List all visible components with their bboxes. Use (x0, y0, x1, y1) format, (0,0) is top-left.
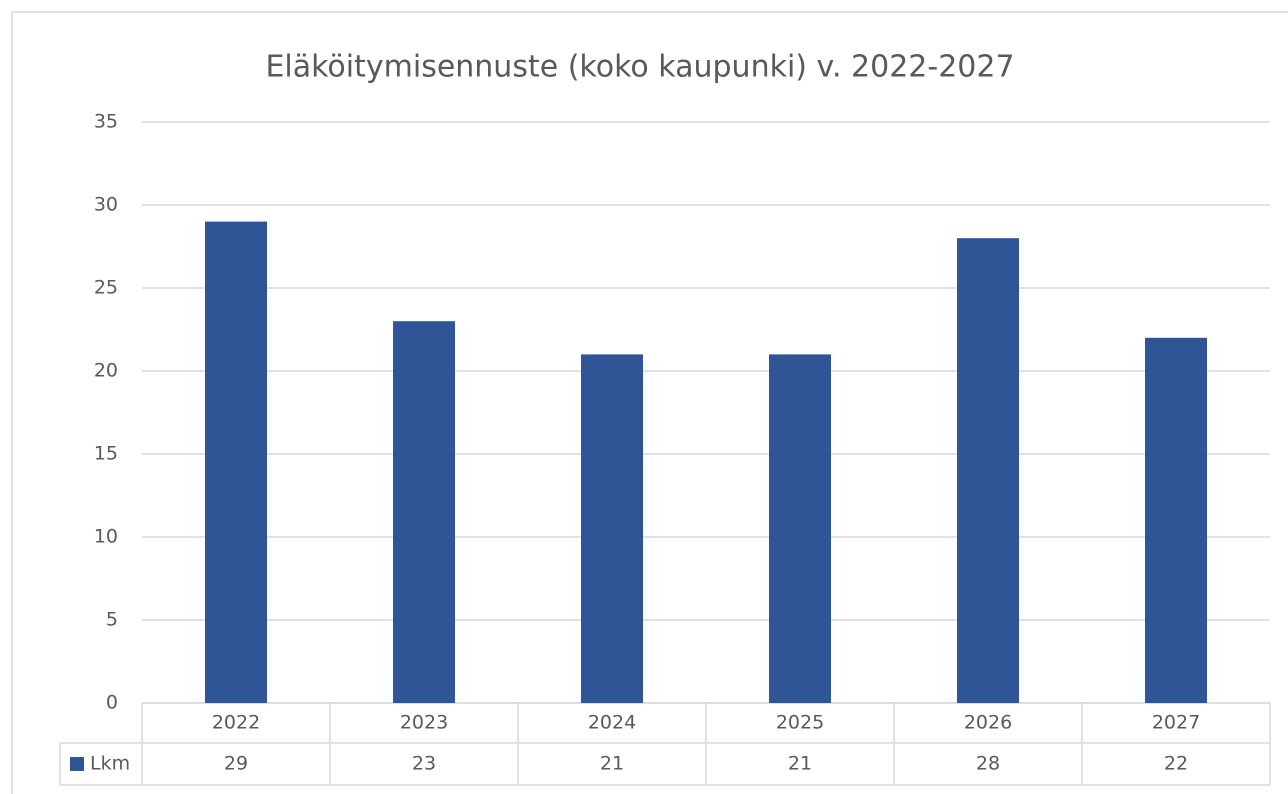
chart-frame (11, 11, 1288, 794)
table-value: 29 (224, 753, 248, 775)
bar (393, 321, 455, 703)
bar (581, 354, 643, 703)
bar (769, 354, 831, 703)
x-tick-label: 2025 (776, 712, 824, 734)
table-value: 22 (1164, 753, 1188, 775)
legend-key (70, 757, 84, 771)
y-tick-label: 25 (94, 277, 118, 299)
x-tick-label: 2027 (1152, 712, 1200, 734)
y-tick-label: 10 (94, 526, 118, 548)
y-tick-label: 20 (94, 360, 118, 382)
y-tick-label: 0 (106, 692, 118, 714)
y-tick-label: 5 (106, 609, 118, 631)
table-value: 21 (600, 753, 624, 775)
bar (205, 221, 267, 703)
table-value: 28 (976, 753, 1000, 775)
table-value: 23 (412, 753, 436, 775)
x-tick-label: 2024 (588, 712, 636, 734)
y-tick-label: 35 (94, 111, 118, 133)
y-tick-label: 15 (94, 443, 118, 465)
x-tick-label: 2023 (400, 712, 448, 734)
bar (957, 238, 1019, 703)
y-tick-label: 30 (94, 194, 118, 216)
x-tick-label: 2022 (212, 712, 260, 734)
x-tick-label: 2026 (964, 712, 1012, 734)
bar (1145, 337, 1207, 703)
chart-title: Eläköitymisennuste (koko kaupunki) v. 20… (265, 50, 1014, 85)
table-value: 21 (788, 753, 812, 775)
legend-label: Lkm (90, 753, 130, 775)
